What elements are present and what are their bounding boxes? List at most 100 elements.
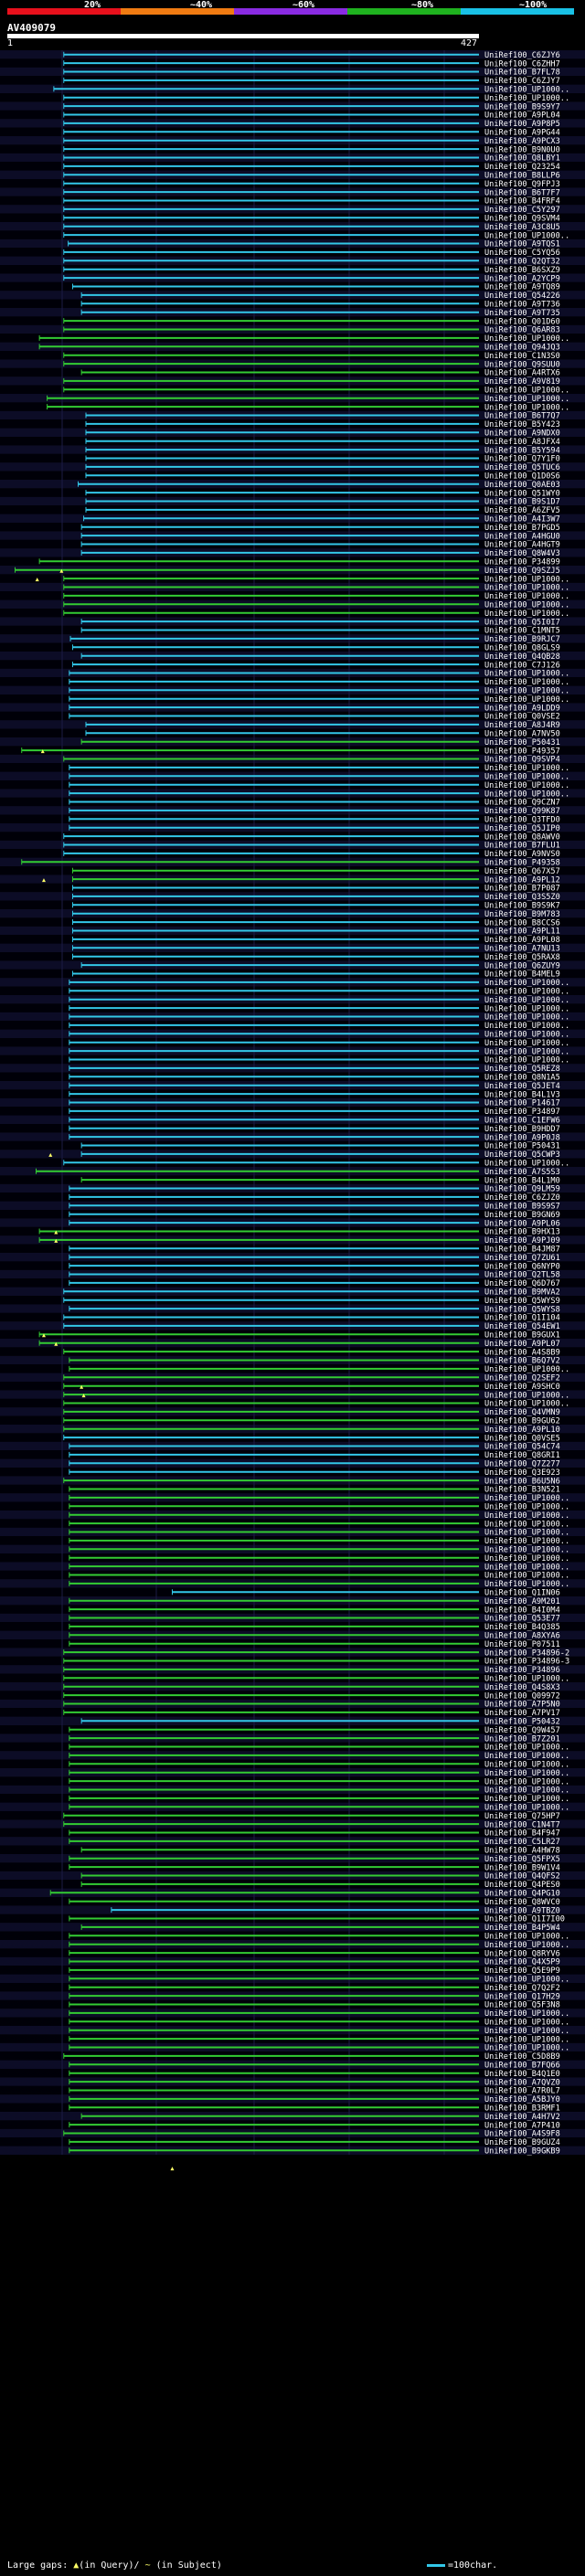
hit-label: UniRef100_UP1000.. — [484, 592, 569, 601]
hit-label: UniRef100_P50431 — [484, 738, 560, 747]
hit-label: UniRef100_Q54C74 — [484, 1443, 560, 1452]
hit-label: UniRef100_Q7Z277 — [484, 1460, 560, 1469]
hit-label: UniRef100_UP1000.. — [484, 2019, 569, 2028]
hit-label: UniRef100_UP1000.. — [484, 2009, 569, 2019]
hit-label: UniRef100_UP1000.. — [484, 1365, 569, 1374]
hit-label: UniRef100_UP1000.. — [484, 1031, 569, 1040]
hit-label: UniRef100_Q8GLS9 — [484, 644, 560, 653]
hit-label: UniRef100_Q54EW1 — [484, 1322, 560, 1331]
hit-label: UniRef100_P14617 — [484, 1099, 560, 1108]
hit-label: UniRef100_B9RJC7 — [484, 635, 560, 644]
hit-label: UniRef100_B9W1V4 — [484, 1863, 560, 1872]
hit-label: UniRef100_UP1000.. — [484, 1933, 569, 1942]
scale-label: ~40% — [190, 0, 213, 10]
hit-label: UniRef100_Q99K87 — [484, 807, 560, 816]
hit-label: UniRef100_B9GN69 — [484, 1211, 560, 1220]
hit-label: UniRef100_C5Y297 — [484, 206, 560, 215]
hit-label: UniRef100_UP1000.. — [484, 1511, 569, 1521]
hit-label: UniRef100_Q17H29 — [484, 1992, 560, 2001]
hit-label: UniRef100_A2YCP9 — [484, 274, 560, 283]
hit-label: UniRef100_Q4QB28 — [484, 652, 560, 662]
hit-label: UniRef100_P34899 — [484, 558, 560, 567]
hit-label: UniRef100_B4L1V3 — [484, 1090, 560, 1099]
gap-marker — [41, 878, 46, 883]
hit-label: UniRef100_B9GU62 — [484, 1417, 560, 1426]
hit-label: UniRef100_Q3E923 — [484, 1468, 560, 1478]
hit-label: UniRef100_A9T736 — [484, 301, 560, 310]
hit-label: UniRef100_Q67X57 — [484, 867, 560, 876]
hit-label: UniRef100_A3C8U5 — [484, 223, 560, 232]
hit-label: UniRef100_B7FLU1 — [484, 842, 560, 851]
footer-gap-legend: Large gaps: ▲(in Query)/ ~ (in Subject) — [7, 2560, 222, 2571]
hit-label: UniRef100_A4H7V2 — [484, 2113, 560, 2122]
hit-label: UniRef100_Q7ZU61 — [484, 1254, 560, 1263]
hit-label: UniRef100_UP1000.. — [484, 1786, 569, 1796]
hit-label: UniRef100_A8JFX4 — [484, 438, 560, 447]
hit-label: UniRef100_P50432 — [484, 1718, 560, 1727]
hit-label: UniRef100_UP1000.. — [484, 1804, 569, 1813]
hit-label: UniRef100_UP1000.. — [484, 1563, 569, 1572]
hit-label: UniRef100_UP1000.. — [484, 1769, 569, 1778]
hit-label: UniRef100_UP1000.. — [484, 988, 569, 997]
gap-marker — [170, 2167, 175, 2171]
hit-label: UniRef100_B4F947 — [484, 1829, 560, 1839]
hit-label: UniRef100_A7P410 — [484, 2121, 560, 2130]
hit-label: UniRef100_C1N3S0 — [484, 352, 560, 361]
hit-label: UniRef100_P34896 — [484, 1666, 560, 1675]
scale-segment — [347, 8, 461, 15]
hit-label: UniRef100_Q9LM59 — [484, 1185, 560, 1194]
scale-segment — [121, 8, 234, 15]
gap-marker — [54, 1238, 58, 1243]
hit-label: UniRef100_A9PL12 — [484, 875, 560, 885]
hit-label: UniRef100_UP1000.. — [484, 781, 569, 790]
hit-label: UniRef100_A8XYA6 — [484, 1632, 560, 1641]
hit-label: UniRef100_UP1000.. — [484, 773, 569, 782]
hit-label: UniRef100_A9T735 — [484, 309, 560, 318]
hit-label: UniRef100_Q3TFD0 — [484, 816, 560, 825]
hit-label: UniRef100_UP1000.. — [484, 334, 569, 344]
hit-label: UniRef100_B9GKB9 — [484, 2147, 560, 2157]
hit-label: UniRef100_P49358 — [484, 859, 560, 868]
hit-label: UniRef100_A4S9F8 — [484, 2130, 560, 2139]
hit-label: UniRef100_A7NV50 — [484, 730, 560, 739]
gap-marker — [54, 1230, 58, 1235]
hit-label: UniRef100_A9TQ89 — [484, 283, 560, 292]
hit-label: UniRef100_A8J4R9 — [484, 721, 560, 730]
hit-label: UniRef100_Q94JQ3 — [484, 344, 560, 353]
hit-label: UniRef100_B7P087 — [484, 885, 560, 894]
hit-label: UniRef100_UP1000.. — [484, 2035, 569, 2044]
hit-label: UniRef100_UP1000.. — [484, 1941, 569, 1950]
hit-label: UniRef100_A5BJY0 — [484, 2095, 560, 2104]
hit-label: UniRef100_UP1000.. — [484, 1752, 569, 1761]
hit-label: UniRef100_Q1D0S6 — [484, 472, 560, 482]
hit-label: UniRef100_Q6D767 — [484, 1279, 560, 1288]
hit-label: UniRef100_Q9SVM4 — [484, 215, 560, 224]
hit-label: UniRef100_Q2QT32 — [484, 258, 560, 267]
hit-label: UniRef100_UP1000.. — [484, 670, 569, 679]
hit-label: UniRef100_UP1000.. — [484, 1047, 569, 1056]
scale-label: ~100% — [519, 0, 548, 10]
hit-label: UniRef100_P49357 — [484, 747, 560, 756]
hit-label: UniRef100_B9S1D7 — [484, 498, 560, 507]
scale-segment — [7, 8, 121, 15]
hit-label: UniRef100_Q8GRI1 — [484, 1451, 560, 1460]
hit-label: UniRef100_B7FL78 — [484, 69, 560, 78]
hit-label: UniRef100_A9NDX0 — [484, 429, 560, 439]
query-end-coordinate: 427 — [461, 38, 478, 48]
hit-label: UniRef100_A7QVZ0 — [484, 2078, 560, 2087]
hit-label: UniRef100_B9N0U0 — [484, 145, 560, 154]
hit-label: UniRef100_Q0VSE5 — [484, 1434, 560, 1443]
hit-label: UniRef100_Q6NYP0 — [484, 1262, 560, 1271]
hit-label: UniRef100_UP1000.. — [484, 610, 569, 619]
hit-label: UniRef100_Q54226 — [484, 292, 560, 301]
hit-label: UniRef100_B4Q1E0 — [484, 2070, 560, 2079]
hit-label: UniRef100_Q5RAX8 — [484, 953, 560, 962]
hit-label: UniRef100_UP1000.. — [484, 1391, 569, 1400]
hit-label: UniRef100_P34896-3 — [484, 1658, 569, 1667]
hit-label: UniRef100_Q5FPX5 — [484, 1855, 560, 1864]
hit-label: UniRef100_UP1000.. — [484, 1039, 569, 1048]
hit-label: UniRef100_UP1000.. — [484, 2027, 569, 2036]
hit-label: UniRef100_B9S9K7 — [484, 902, 560, 911]
hit-label: UniRef100_P50431 — [484, 1142, 560, 1151]
